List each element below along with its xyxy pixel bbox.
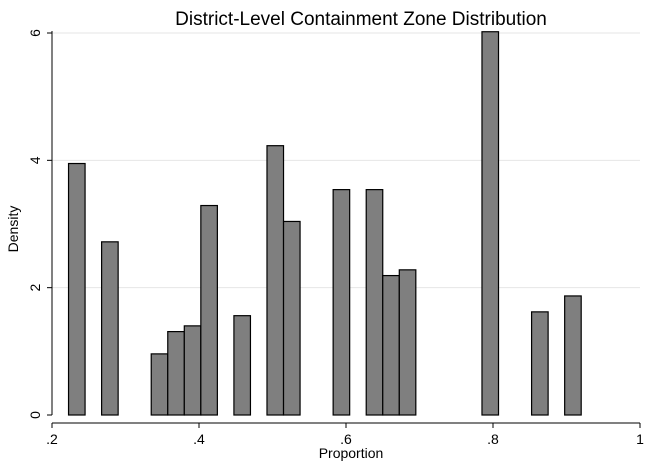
bar-1 [101,241,119,416]
bar-6 [233,315,252,416]
bar-9 [332,189,351,416]
x-tick-label-1: .4 [193,431,205,447]
chart-title: District-Level Containment Zone Distribu… [175,9,547,30]
y-tick-label-1: 2 [27,284,43,292]
bar-14 [530,311,549,416]
bar-8 [282,220,301,416]
bar-0 [67,162,86,416]
y-axis-label: Density [5,206,21,253]
bar-11 [382,274,400,416]
x-tick-label-2: .6 [340,431,352,447]
y-tick-label-0: 0 [27,411,43,419]
x-axis-label: Proportion [319,445,384,461]
bar-7 [266,145,285,416]
x-tick-label-4: 1 [636,431,644,447]
bar-5 [200,204,218,416]
x-tick-label-0: .2 [46,431,58,447]
x-tick-label-3: .8 [487,431,499,447]
y-tick-label-3: 6 [27,29,43,37]
axis-layer: 0 2 4 6 .2 .4 .6 .8 1 [27,29,644,447]
bar-2 [150,353,169,416]
bar-12 [398,269,417,416]
bar-13 [481,31,500,416]
y-tick-label-2: 4 [27,156,43,164]
bar-4 [183,325,202,416]
bar-10 [365,189,384,416]
bar-layer [67,31,582,416]
bar-3 [167,330,185,416]
bar-15 [564,295,582,416]
